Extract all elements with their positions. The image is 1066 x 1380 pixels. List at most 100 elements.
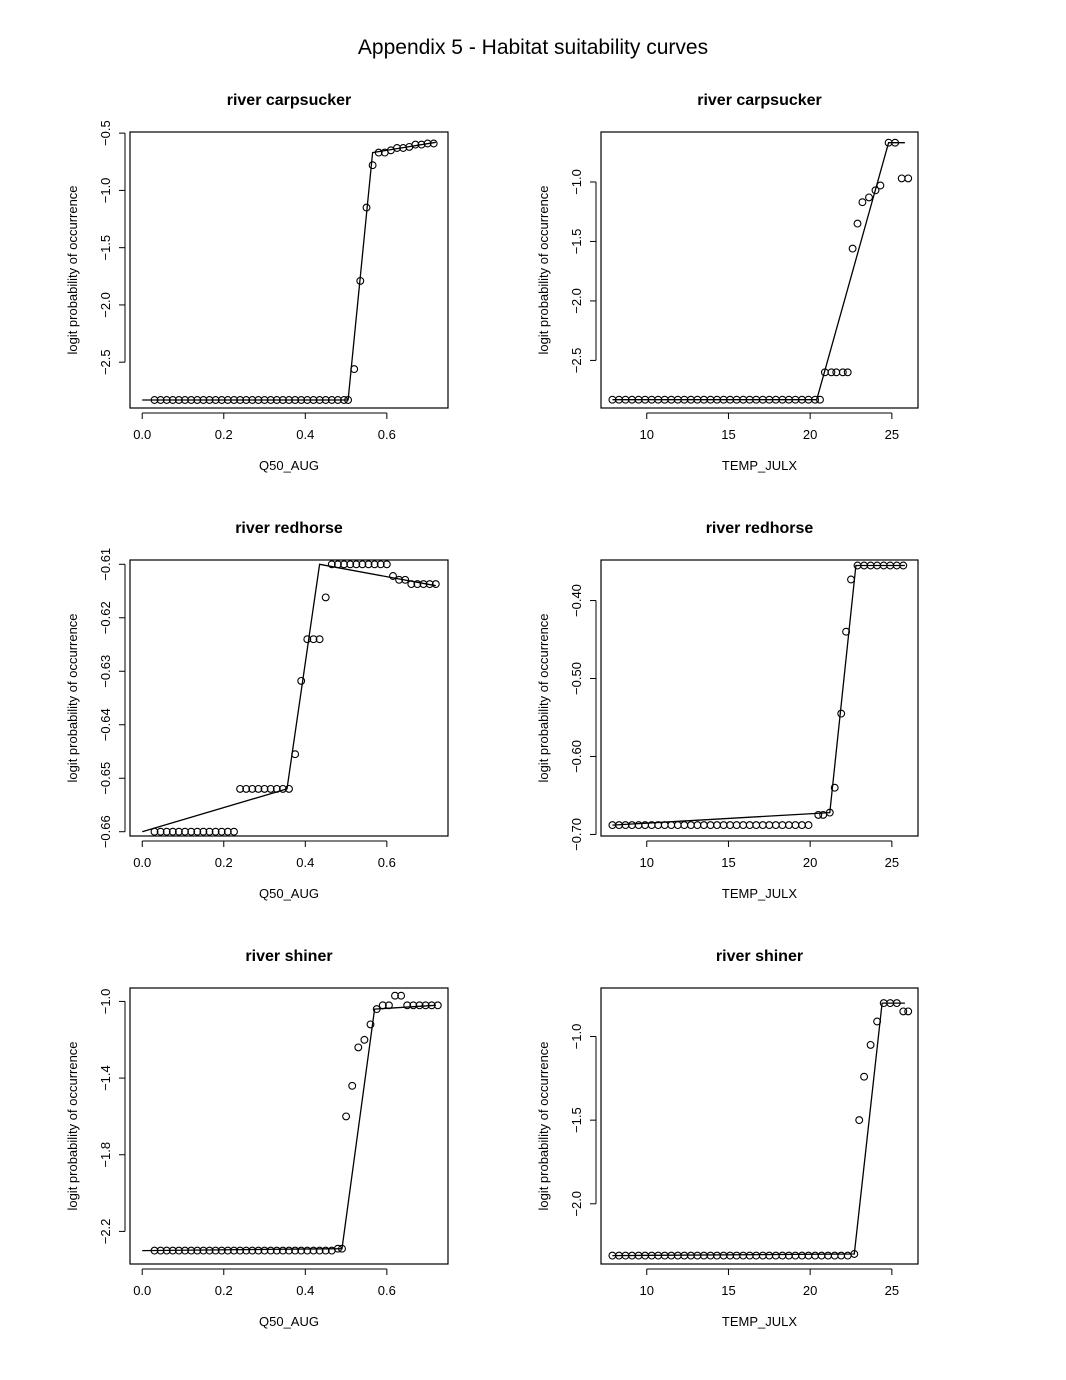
data-point xyxy=(784,1251,793,1260)
data-point xyxy=(150,827,159,836)
data-point xyxy=(771,1251,780,1260)
x-axis: 10 15 20 25 xyxy=(640,412,899,442)
data-point xyxy=(156,1246,165,1255)
data-point xyxy=(223,1246,232,1255)
data-point xyxy=(897,174,906,183)
data-point xyxy=(842,627,851,636)
data-point xyxy=(830,783,839,792)
data-point xyxy=(297,1246,306,1255)
data-point xyxy=(223,396,232,404)
data-point xyxy=(798,821,806,830)
data-point xyxy=(389,572,397,580)
data-point xyxy=(248,784,257,793)
data-point xyxy=(217,396,226,404)
data-point xyxy=(680,821,689,830)
data-point xyxy=(285,396,293,404)
data-point xyxy=(230,396,238,404)
x-tick-label: 0.6 xyxy=(378,1283,396,1298)
data-point xyxy=(865,193,873,202)
data-point xyxy=(816,395,824,404)
data-point xyxy=(205,1246,214,1255)
fitted-line xyxy=(612,142,905,401)
data-point xyxy=(423,139,432,148)
x-tick-label: 25 xyxy=(885,1283,899,1298)
plot-frame xyxy=(600,559,919,837)
x-tick-label: 0.0 xyxy=(133,1283,151,1298)
data-point xyxy=(278,396,287,404)
x-tick-label: 0.4 xyxy=(296,1283,314,1298)
data-point xyxy=(811,1251,820,1260)
y-tick-label: −0.65 xyxy=(98,762,113,795)
data-point xyxy=(236,1246,245,1255)
data-point xyxy=(254,784,263,793)
data-point xyxy=(150,1246,159,1255)
data-point xyxy=(242,1246,251,1255)
data-point xyxy=(838,368,847,377)
data-point xyxy=(236,396,245,404)
data-point xyxy=(272,784,281,793)
data-point xyxy=(266,1246,275,1255)
y-axis: −0.70 −0.60 −0.50 −0.40 xyxy=(569,584,597,851)
x-tick-label: 20 xyxy=(803,855,817,870)
data-point xyxy=(315,635,324,644)
data-point xyxy=(254,1246,263,1255)
data-point xyxy=(699,821,708,830)
data-point xyxy=(236,784,245,793)
data-point xyxy=(415,1001,424,1010)
data-point xyxy=(667,821,676,830)
data-point xyxy=(433,1001,442,1010)
y-tick-label: −0.66 xyxy=(98,815,113,848)
y-tick-label: −1.0 xyxy=(569,1024,584,1050)
data-point xyxy=(791,821,800,830)
data-point xyxy=(778,1251,787,1260)
data-point xyxy=(399,144,408,152)
y-tick-label: −2.2 xyxy=(98,1219,113,1245)
x-axis-label: Q50_AUG xyxy=(259,458,319,473)
data-point xyxy=(260,1246,269,1255)
data-point xyxy=(848,244,857,253)
y-tick-label: −1.0 xyxy=(98,178,113,204)
data-point xyxy=(309,635,318,644)
data-point xyxy=(713,1251,721,1260)
data-point xyxy=(193,396,202,404)
data-point xyxy=(752,821,761,830)
data-point xyxy=(904,1007,913,1016)
data-point xyxy=(168,396,177,404)
x-tick-label: 10 xyxy=(640,1283,654,1298)
data-point xyxy=(211,827,220,836)
data-point xyxy=(427,1001,436,1010)
data-point xyxy=(248,396,257,404)
data-point xyxy=(199,1246,208,1255)
x-tick-label: 15 xyxy=(721,1283,735,1298)
data-point xyxy=(350,365,359,374)
data-point xyxy=(372,1005,381,1014)
data-point xyxy=(745,1251,754,1260)
data-point xyxy=(360,1035,369,1044)
x-tick-label: 0.0 xyxy=(133,855,151,870)
plot-frame xyxy=(129,131,449,409)
fitted-line xyxy=(142,141,436,401)
data-point xyxy=(205,827,214,836)
x-tick-label: 10 xyxy=(640,855,654,870)
y-tick-label: −0.64 xyxy=(98,708,113,741)
y-tick-label: −0.50 xyxy=(569,662,584,695)
page-title: Appendix 5 - Habitat suitability curves xyxy=(357,36,709,59)
data-point xyxy=(211,396,220,404)
data-point xyxy=(784,821,793,830)
data-point xyxy=(321,1246,330,1255)
data-point xyxy=(739,821,748,830)
y-axis-label: logit probability of occurrence xyxy=(65,185,80,354)
data-point xyxy=(686,821,695,830)
data-point xyxy=(303,396,312,404)
x-tick-label: 0.4 xyxy=(296,855,314,870)
data-point xyxy=(174,827,183,836)
data-point xyxy=(758,821,767,830)
data-point xyxy=(825,808,834,817)
data-point xyxy=(798,1251,806,1260)
data-point xyxy=(393,144,401,152)
y-tick-label: −2.0 xyxy=(569,288,584,314)
data-point xyxy=(866,1040,875,1049)
fitted-line xyxy=(612,1002,905,1257)
data-point xyxy=(358,560,367,569)
